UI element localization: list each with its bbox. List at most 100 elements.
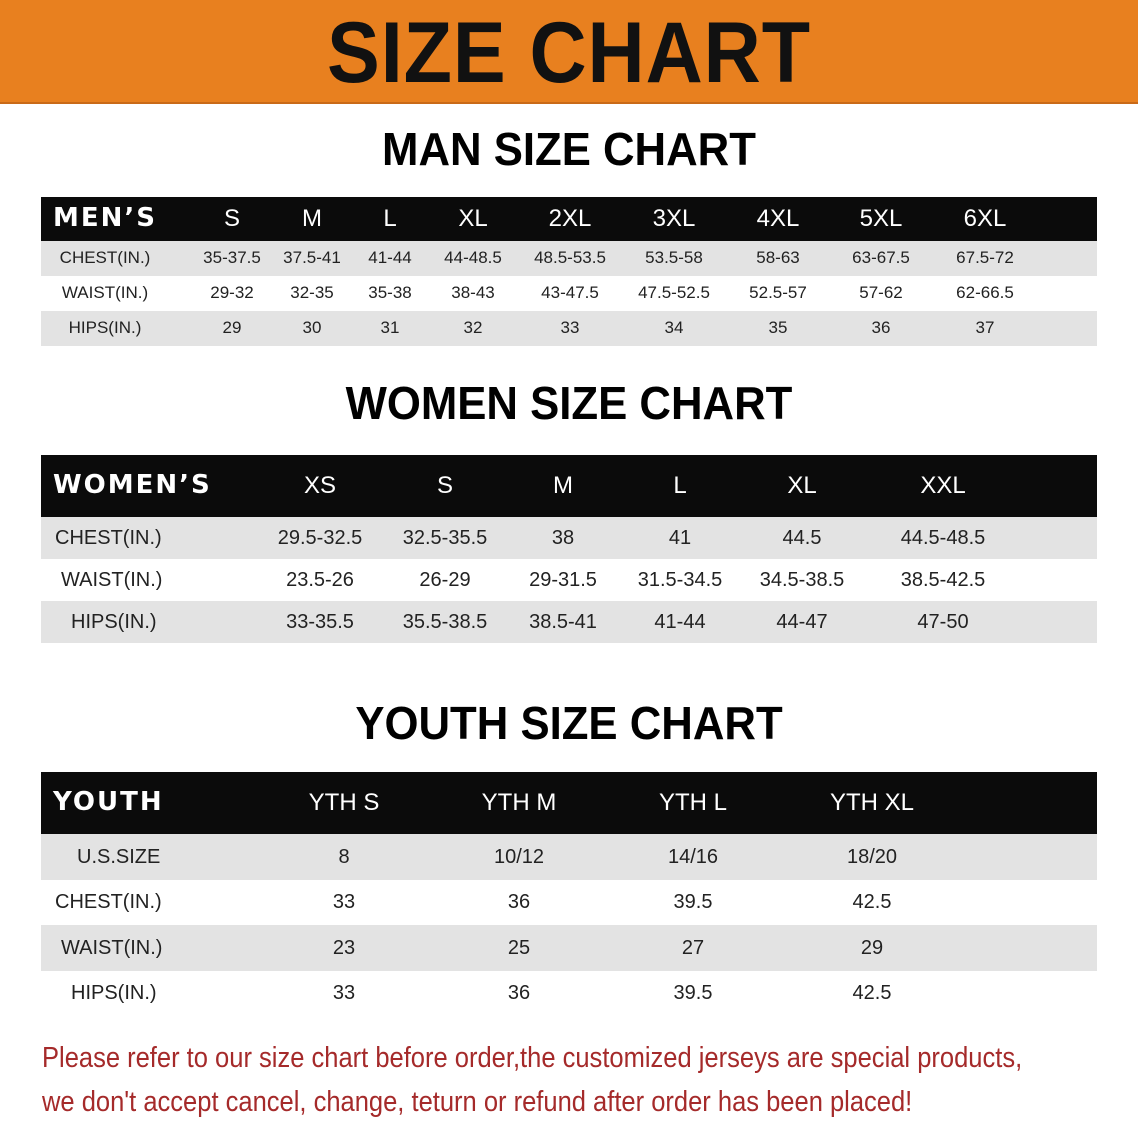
youth-section-title: YOUTH SIZE CHART: [355, 697, 783, 749]
size-header-5xl: 5XL: [859, 204, 903, 232]
row-label: WAIST(IN.): [61, 569, 163, 591]
size-header-m: M: [302, 204, 322, 232]
disclaimer-note: Please refer to our size chart before or…: [42, 1036, 1022, 1124]
row-value: 57-62: [859, 283, 903, 303]
row-value: 41-44: [368, 248, 412, 268]
men-section-title: MAN SIZE CHART: [382, 123, 756, 175]
row-value: 63-67.5: [852, 248, 910, 268]
row-value: 37: [975, 318, 995, 338]
size-header-yth-xl: YTH XL: [829, 788, 915, 816]
row-value: 41-44: [654, 611, 706, 633]
youth-size-table: YOUTH YTH S YTH M YTH L YTH XL U.S.SIZE 8 10/12…: [41, 772, 1097, 1016]
disclaimer-line-2: we don't accept cancel, change, teturn o…: [42, 1086, 913, 1118]
row-value: 35-38: [368, 283, 412, 303]
row-value: 23: [332, 936, 356, 959]
row-value: 29.5-32.5: [277, 527, 363, 549]
row-value: 27: [681, 936, 705, 959]
row-value: 47-50: [917, 611, 969, 633]
row-value: 44.5: [782, 527, 822, 549]
row-value: 35-37.5: [203, 248, 261, 268]
row-value: 52.5-57: [749, 283, 807, 303]
size-header-2xl: 2XL: [548, 204, 592, 232]
table-row: WAIST(IN.) 23 25 27 29: [41, 925, 1097, 971]
row-value: 31.5-34.5: [637, 569, 723, 591]
row-value: 33: [560, 318, 580, 338]
row-label: U.S.SIZE: [77, 845, 161, 868]
row-value: 29: [222, 318, 242, 338]
table-row: WAIST(IN.) 23.5-26 26-29 29-31.5 31.5-34.5 34…: [41, 559, 1097, 601]
row-value: 29: [860, 936, 884, 959]
size-header-s: S: [436, 471, 454, 499]
row-value: 38: [551, 527, 575, 549]
row-value: 14/16: [667, 845, 719, 868]
size-header-3xl: 3XL: [652, 204, 696, 232]
row-value: 39.5: [673, 982, 713, 1005]
row-value: 25: [507, 936, 531, 959]
size-header-6xl: 6XL: [963, 204, 1007, 232]
row-value: 37.5-41: [283, 248, 341, 268]
size-header-yth-m: YTH M: [481, 788, 557, 816]
row-value: 35: [768, 318, 788, 338]
row-value: 30: [302, 318, 322, 338]
row-value: 44-48.5: [444, 248, 502, 268]
row-value: 42.5: [852, 891, 892, 914]
row-value: 44.5-48.5: [900, 527, 986, 549]
size-header-l: L: [383, 204, 397, 232]
row-value: 58-63: [756, 248, 800, 268]
women-section-title: WOMEN SIZE CHART: [345, 377, 793, 429]
size-header-xl: XL: [787, 471, 817, 499]
table-row: CHEST(IN.) 35-37.5 37.5-41 41-44 44-48.5 48.5…: [41, 241, 1097, 276]
size-header-m: M: [553, 471, 573, 499]
row-value: 42.5: [852, 982, 892, 1005]
table-row: WAIST(IN.) 29-32 32-35 35-38 38-43 43-47.5 47.…: [41, 276, 1097, 311]
row-label: CHEST(IN.): [59, 248, 151, 268]
row-value: 38-43: [451, 283, 495, 303]
row-value: 33-35.5: [286, 611, 354, 633]
row-value: 33: [332, 982, 356, 1005]
row-value: 53.5-58: [645, 248, 703, 268]
row-label: CHEST(IN.): [55, 891, 162, 914]
table-row: CHEST(IN.) 33 36 39.5 42.5: [41, 880, 1097, 926]
row-value: 31: [380, 318, 400, 338]
row-value: 32-35: [290, 283, 334, 303]
row-label: HIPS(IN.): [71, 611, 157, 633]
size-header-yth-s: YTH S: [308, 788, 380, 816]
disclaimer-line-1: Please refer to our size chart before or…: [42, 1042, 1023, 1074]
row-value: 39.5: [673, 891, 713, 914]
size-header-4xl: 4XL: [756, 204, 800, 232]
row-label: WAIST(IN.): [61, 936, 163, 959]
table-row: U.S.SIZE 8 10/12 14/16 18/20: [41, 834, 1097, 880]
row-value: 29-32: [210, 283, 254, 303]
row-value: 44-47: [776, 611, 828, 633]
row-label: HIPS(IN.): [71, 982, 157, 1005]
row-value: 10/12: [493, 845, 545, 868]
row-value: 18/20: [846, 845, 898, 868]
table-row: HIPS(IN.) 29 30 31 32 33 34 35 36 37: [41, 311, 1097, 346]
row-value: 48.5-53.5: [534, 248, 606, 268]
table-header-row: YOUTH YTH S YTH M YTH L YTH XL: [41, 772, 1097, 834]
row-value: 34: [664, 318, 684, 338]
row-value: 32: [463, 318, 483, 338]
row-value: 23.5-26: [286, 569, 354, 591]
men-size-table: MEN’S S M L XL 2XL 3XL 4XL 5XL 6XL CHEST(IN.) 35-37…: [41, 197, 1097, 346]
table-row: HIPS(IN.) 33 36 39.5 42.5: [41, 971, 931, 1017]
table-header-row: WOMEN’S XS S M L XL XXL: [41, 455, 1097, 517]
row-value: 41: [668, 527, 692, 549]
banner-title: SIZE CHART: [327, 5, 811, 101]
row-value: 36: [507, 982, 531, 1005]
size-header-xxl: XXL: [920, 471, 966, 499]
row-value: 8: [338, 845, 350, 868]
row-value: 36: [507, 891, 531, 914]
row-value: 67.5-72: [956, 248, 1014, 268]
row-label: WAIST(IN.): [61, 283, 149, 303]
table-row: CHEST(IN.) 29.5-32.5 32.5-35.5 38 41 44.5 44.5…: [41, 517, 1097, 559]
size-header-xl: XL: [458, 204, 488, 232]
table-header-row: MEN’S S M L XL 2XL 3XL 4XL 5XL 6XL: [41, 197, 1097, 241]
banner: SIZE CHART: [0, 0, 1138, 104]
header-label: YOUTH: [53, 787, 164, 818]
row-value: 62-66.5: [956, 283, 1014, 303]
row-value: 36: [871, 318, 891, 338]
women-size-table: WOMEN’S XS S M L XL XXL CHEST(IN.) 29.5-32.5 32.5…: [41, 455, 1097, 643]
row-value: 33: [332, 891, 356, 914]
row-label: CHEST(IN.): [55, 527, 162, 549]
